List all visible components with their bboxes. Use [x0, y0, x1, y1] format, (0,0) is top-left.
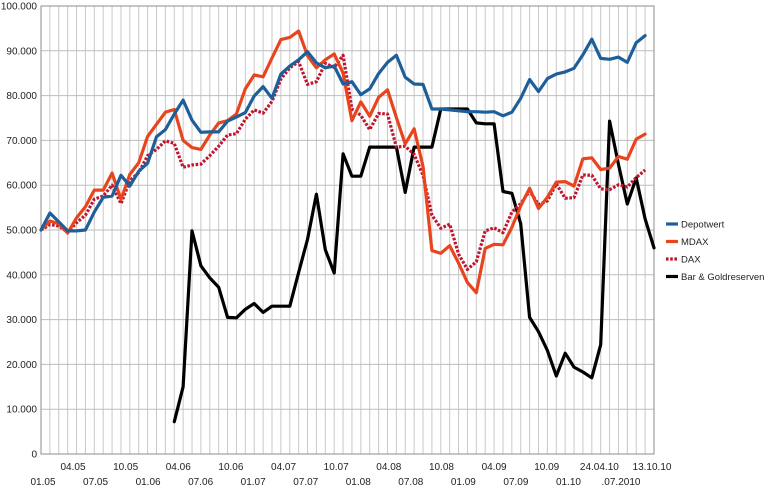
- x-tick-label: 01.07: [241, 477, 266, 488]
- series-line-mdax: [39, 29, 647, 295]
- y-tick-label: 70.000: [6, 136, 37, 147]
- legend-label: DAX: [681, 255, 701, 266]
- x-tick-label: 01.08: [346, 477, 371, 488]
- y-tick-label: 100.000: [1, 2, 38, 13]
- x-tick-label: 04.05: [60, 462, 85, 473]
- x-tick-label: 07.05: [83, 477, 108, 488]
- x-tick-label: 10.06: [218, 462, 243, 473]
- y-tick-label: 90.000: [6, 46, 37, 57]
- legend-label: MDAX: [681, 237, 709, 248]
- y-tick-label: 20.000: [6, 360, 37, 371]
- x-tick-label: 04.09: [482, 462, 507, 473]
- x-tick-label: 07.09: [503, 477, 528, 488]
- x-tick-label: 10.09: [534, 462, 559, 473]
- legend: Depotwert MDAX DAX Bar & Goldreserven: [666, 220, 764, 283]
- x-tick-label: 10.07: [324, 462, 349, 473]
- x-tick-label: 10.05: [113, 462, 138, 473]
- y-axis-ticks: 0 10.000 20.000 30.000 40.000 50.000 60.000 70.…: [1, 2, 38, 461]
- x-tick-label: 01.09: [451, 477, 476, 488]
- x-tick-label: .07.2010: [602, 477, 641, 488]
- y-tick-label: 50.000: [6, 226, 37, 237]
- x-tick-label: 04.08: [376, 462, 401, 473]
- y-tick-label: 30.000: [6, 315, 37, 326]
- y-tick-label: 10.000: [6, 405, 37, 416]
- x-tick-label: 07.07: [293, 477, 318, 488]
- x-tick-label: 10.08: [429, 462, 454, 473]
- legend-label: Depotwert: [681, 220, 725, 231]
- series-lines: [39, 29, 656, 424]
- x-tick-label: 24.04.10: [580, 462, 619, 473]
- y-tick-label: 60.000: [6, 181, 37, 192]
- y-tick-label: 80.000: [6, 91, 37, 102]
- x-tick-label: 07.08: [398, 477, 423, 488]
- x-tick-label: 01.06: [136, 477, 161, 488]
- x-tick-label: 01.10: [556, 477, 581, 488]
- x-axis-ticks: 04.05 10.05 04.06 10.06 04.07 10.07 04.08 10.08…: [30, 462, 671, 488]
- x-tick-label: 07.06: [188, 477, 213, 488]
- x-tick-label: 04.07: [271, 462, 296, 473]
- series-line-depotwert: [39, 34, 647, 233]
- series-line-bar-goldreserven: [172, 107, 656, 424]
- legend-label: Bar & Goldreserven: [681, 272, 764, 283]
- x-tick-label: 13.10.10: [633, 462, 672, 473]
- y-tick-label: 40.000: [6, 270, 37, 281]
- y-tick-label: 0: [31, 450, 37, 461]
- x-tick-label: 04.06: [166, 462, 191, 473]
- x-tick-label: 01.05: [30, 477, 55, 488]
